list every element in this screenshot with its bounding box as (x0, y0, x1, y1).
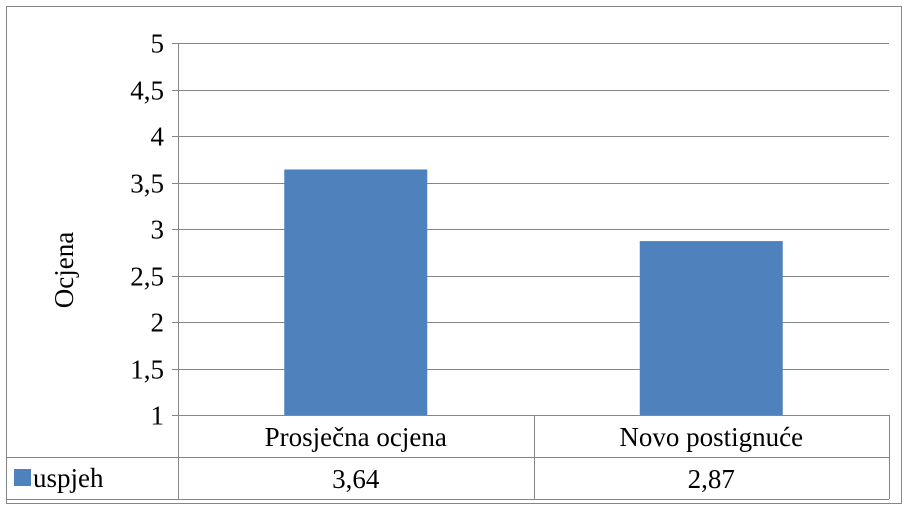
data-table: Prosječna ocjena 3,64 Novo postignuće 2,87 u… (6, 415, 890, 500)
y-tick-label: 2,5 (130, 262, 164, 292)
legend-label: uspjeh (33, 463, 104, 493)
y-tick-label: 4,5 (130, 76, 164, 106)
y-axis-label: Ocjena (49, 232, 79, 308)
bar (639, 241, 783, 415)
y-tick-labels: 1 1,5 2 2,5 3 3,5 4 4,5 5 (130, 29, 164, 431)
bars (284, 169, 783, 415)
y-tick-label: 2 (151, 308, 165, 338)
data-label: 2,87 (688, 464, 735, 494)
y-tick-label: 1 (151, 401, 165, 431)
legend-swatch (14, 469, 31, 486)
y-tick-label: 3,5 (130, 169, 164, 199)
category-label: Prosječna ocjena (265, 422, 447, 452)
data-label: 3,64 (332, 464, 380, 494)
y-tick-label: 5 (151, 29, 165, 59)
bar (284, 169, 428, 415)
y-tick-label: 3 (151, 215, 165, 245)
y-tick-label: 1,5 (130, 355, 164, 385)
y-tick-label: 4 (151, 122, 165, 152)
category-label: Novo postignuće (619, 422, 803, 452)
